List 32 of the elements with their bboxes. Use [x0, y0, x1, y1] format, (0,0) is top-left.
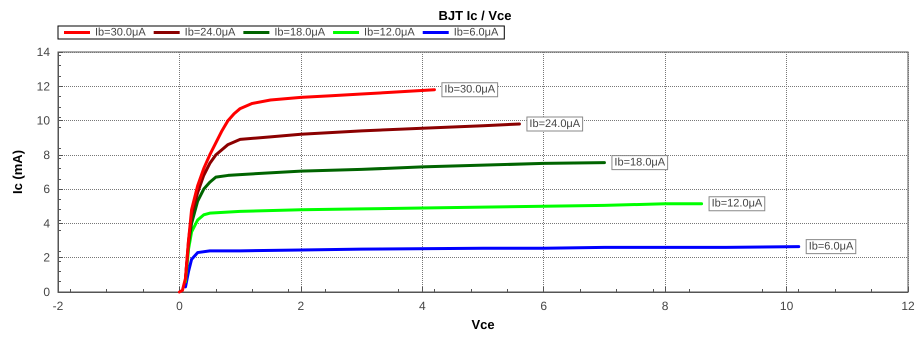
text: Ib=30.0μA	[444, 84, 496, 96]
text: Ib=24.0μA	[529, 118, 580, 130]
y-axis-title: Ic (mA)	[10, 150, 25, 194]
y-tick-label: 0	[43, 285, 50, 299]
y-tick-label: 14	[36, 45, 50, 59]
y-tick-label: 8	[43, 148, 50, 162]
line-series	[178, 88, 436, 294]
y-tick-label: 6	[43, 182, 50, 196]
x-tick-label: 12	[901, 299, 915, 313]
legend-label: Ib=12.0μA	[364, 26, 416, 38]
y-tick-label: 4	[43, 216, 50, 230]
legend-label: Ib=30.0μA	[95, 26, 146, 38]
x-axis-title: Vce	[471, 317, 495, 332]
y-tick-label: 2	[43, 250, 50, 265]
x-tick-label: 6	[540, 299, 548, 313]
chart-title: BJT Ic / Vce	[438, 8, 512, 23]
x-tick-label: 8	[662, 299, 669, 313]
legend-label: Ib=24.0μA	[184, 26, 236, 38]
x-tick-label: -2	[52, 299, 64, 313]
text: Ib=6.0μA	[808, 240, 854, 253]
y-tick-label: 10	[36, 114, 50, 128]
line-series	[184, 202, 704, 284]
x-tick-label: 4	[418, 299, 426, 313]
legend-label: Ib=18.0μA	[274, 26, 326, 38]
text: Ib=12.0μA	[712, 198, 762, 210]
text: Ib=18.0μA	[614, 156, 666, 169]
y-tick-label: 12	[36, 79, 50, 94]
line-series	[184, 245, 800, 288]
x-tick-label: 10	[780, 299, 794, 313]
legend-label: Ib=6.0μA	[454, 26, 499, 38]
x-tick-label: 2	[298, 299, 305, 313]
x-tick-label: 0	[176, 299, 184, 313]
